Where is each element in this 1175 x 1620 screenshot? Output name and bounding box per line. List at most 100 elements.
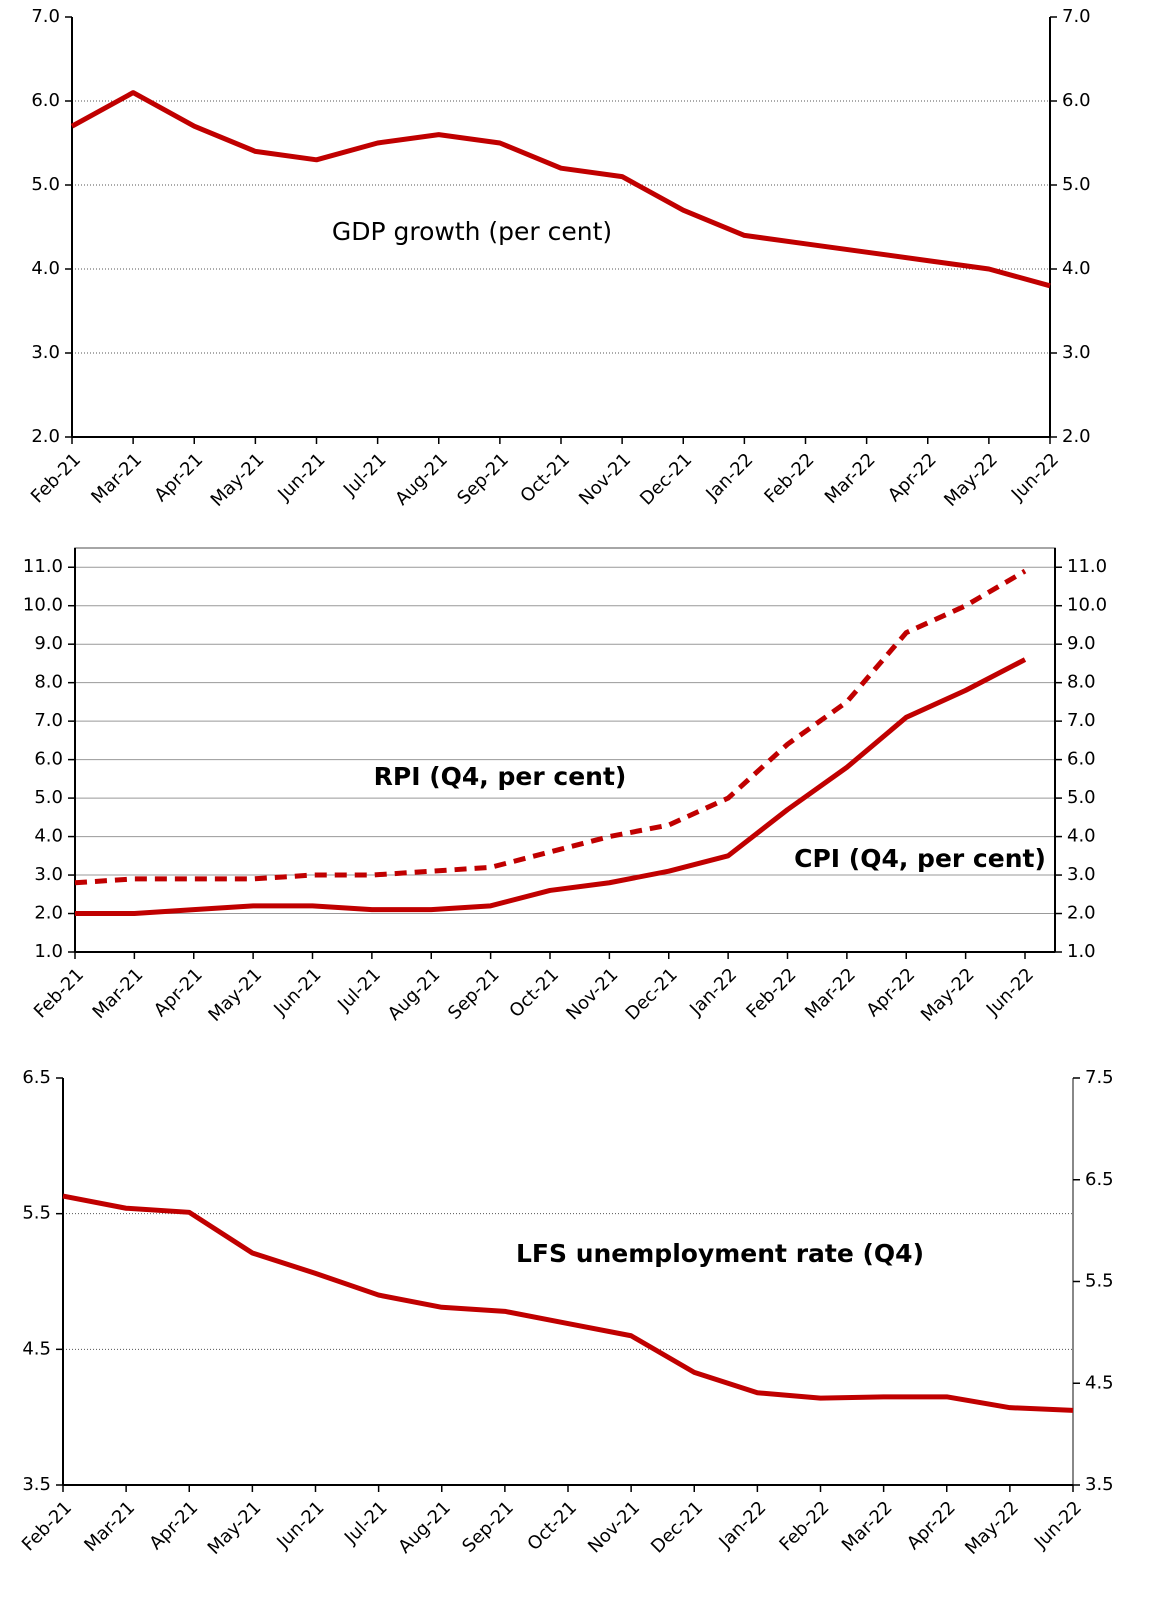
data-line [70, 90, 1051, 289]
x-tick-label: Apr-22 [862, 964, 919, 1021]
x-tick-label: Jun-21 [269, 964, 325, 1020]
x-tick-label: Aug-21 [394, 1497, 454, 1557]
y-tick-label: 6.0 [34, 749, 63, 770]
y-tick-label: 4.0 [31, 258, 60, 279]
y-tick-label: 3.0 [34, 864, 63, 885]
x-tick-label: May-22 [940, 449, 1002, 511]
x-tick-label: Jul-21 [339, 449, 391, 501]
y2-tick-label: 11.0 [1067, 556, 1107, 577]
x-tick-label: Jul-21 [333, 964, 385, 1016]
x-tick-label: Apr-21 [150, 449, 207, 506]
y-tick-label: 1.0 [34, 941, 63, 962]
x-tick-label: Nov-21 [584, 1497, 644, 1557]
x-tick-label: Mar-22 [838, 1497, 897, 1556]
y2-tick-label: 3.0 [1067, 864, 1096, 885]
x-tick-label: Apr-22 [903, 1497, 960, 1554]
x-tick-label: Mar-21 [80, 1497, 139, 1556]
y-tick-label: 6.5 [22, 1067, 51, 1088]
y-tick-label: 2.0 [34, 903, 63, 924]
y-tick-label: 4.0 [34, 826, 63, 847]
y2-tick-label: 10.0 [1067, 595, 1107, 616]
y2-tick-label: 3.0 [1062, 342, 1091, 363]
x-tick-label: Oct-21 [523, 1497, 581, 1555]
chart-title: LFS unemployment rate (Q4) [516, 1239, 924, 1268]
x-tick-label: May-22 [961, 1497, 1023, 1559]
x-tick-label: Dec-21 [647, 1497, 707, 1557]
data-line [75, 657, 1027, 917]
x-tick-label: Apr-21 [150, 964, 207, 1021]
y2-tick-label: 4.5 [1085, 1372, 1114, 1393]
y2-tick-label: 2.0 [1062, 426, 1091, 447]
y-tick-label: 3.0 [31, 342, 60, 363]
y-tick-label: 7.0 [31, 6, 60, 27]
y2-tick-label: 4.0 [1067, 826, 1096, 847]
y2-tick-label: 2.0 [1067, 903, 1096, 924]
x-tick-label: Mar-21 [89, 964, 148, 1023]
x-tick-label: Jun-21 [273, 449, 329, 505]
y-tick-label: 2.0 [31, 426, 60, 447]
x-tick-label: Jun-22 [1030, 1497, 1086, 1553]
y-tick-label: 5.0 [31, 174, 60, 195]
y-tick-label: 4.5 [22, 1338, 51, 1359]
y2-tick-label: 5.5 [1085, 1271, 1114, 1292]
x-tick-label: Aug-21 [391, 449, 451, 509]
y2-tick-label: 7.0 [1062, 6, 1091, 27]
x-tick-label: Jan-22 [685, 964, 741, 1020]
data-line [62, 1193, 1074, 1413]
series-label: CPI (Q4, per cent) [794, 844, 1046, 873]
y-tick-label: 8.0 [34, 672, 63, 693]
y2-tick-label: 4.0 [1062, 258, 1091, 279]
x-tick-label: Nov-21 [562, 964, 622, 1024]
plot-frame [74, 547, 1056, 953]
x-tick-label: May-21 [204, 1497, 266, 1559]
x-tick-label: Feb-21 [30, 964, 88, 1022]
y2-tick-label: 5.0 [1067, 787, 1096, 808]
x-tick-label: Dec-21 [622, 964, 682, 1024]
x-tick-label: Jul-21 [340, 1497, 392, 1549]
y2-tick-label: 7.0 [1067, 710, 1096, 731]
y-tick-label: 10.0 [23, 595, 63, 616]
y2-tick-label: 6.5 [1085, 1169, 1114, 1190]
x-tick-label: Jan-22 [701, 449, 757, 505]
x-tick-label: Nov-21 [575, 449, 635, 509]
y2-tick-label: 6.0 [1067, 749, 1096, 770]
x-tick-label: Oct-21 [516, 449, 574, 507]
y-tick-label: 5.5 [22, 1203, 51, 1224]
y-tick-label: 3.5 [22, 1474, 51, 1495]
x-tick-label: Sep-21 [453, 449, 513, 509]
x-tick-label: Apr-22 [884, 449, 941, 506]
y-tick-label: 6.0 [31, 90, 60, 111]
x-tick-label: Mar-21 [87, 449, 146, 508]
y2-tick-label: 9.0 [1067, 633, 1096, 654]
x-tick-label: Sep-21 [458, 1497, 518, 1557]
x-tick-label: Oct-21 [505, 964, 563, 1022]
y2-tick-label: 6.0 [1062, 90, 1091, 111]
y-tick-label: 9.0 [34, 633, 63, 654]
y2-tick-label: 8.0 [1067, 672, 1096, 693]
x-tick-label: Jun-22 [1007, 449, 1063, 505]
y-tick-label: 5.0 [34, 787, 63, 808]
x-tick-label: Mar-22 [821, 449, 880, 508]
x-tick-label: May-21 [207, 449, 269, 511]
y2-tick-label: 5.0 [1062, 174, 1091, 195]
y-tick-label: 7.0 [34, 710, 63, 731]
x-tick-label: Feb-22 [760, 449, 818, 507]
chart-title: GDP growth (per cent) [332, 217, 612, 246]
x-tick-label: Feb-21 [18, 1497, 76, 1555]
x-tick-label: Jun-22 [982, 964, 1038, 1020]
y2-tick-label: 3.5 [1085, 1474, 1114, 1495]
y2-tick-label: 1.0 [1067, 941, 1096, 962]
x-tick-label: May-22 [917, 964, 979, 1026]
y2-tick-label: 7.5 [1085, 1067, 1114, 1088]
x-tick-label: Feb-21 [27, 449, 85, 507]
x-tick-label: Aug-21 [384, 964, 444, 1024]
x-tick-label: Apr-21 [145, 1497, 202, 1554]
data-line [74, 568, 1027, 886]
x-tick-label: Jun-21 [272, 1497, 328, 1553]
x-tick-label: Mar-22 [801, 964, 860, 1023]
x-tick-label: May-21 [204, 964, 266, 1026]
x-tick-label: Dec-21 [636, 449, 696, 509]
y-tick-label: 11.0 [23, 556, 63, 577]
